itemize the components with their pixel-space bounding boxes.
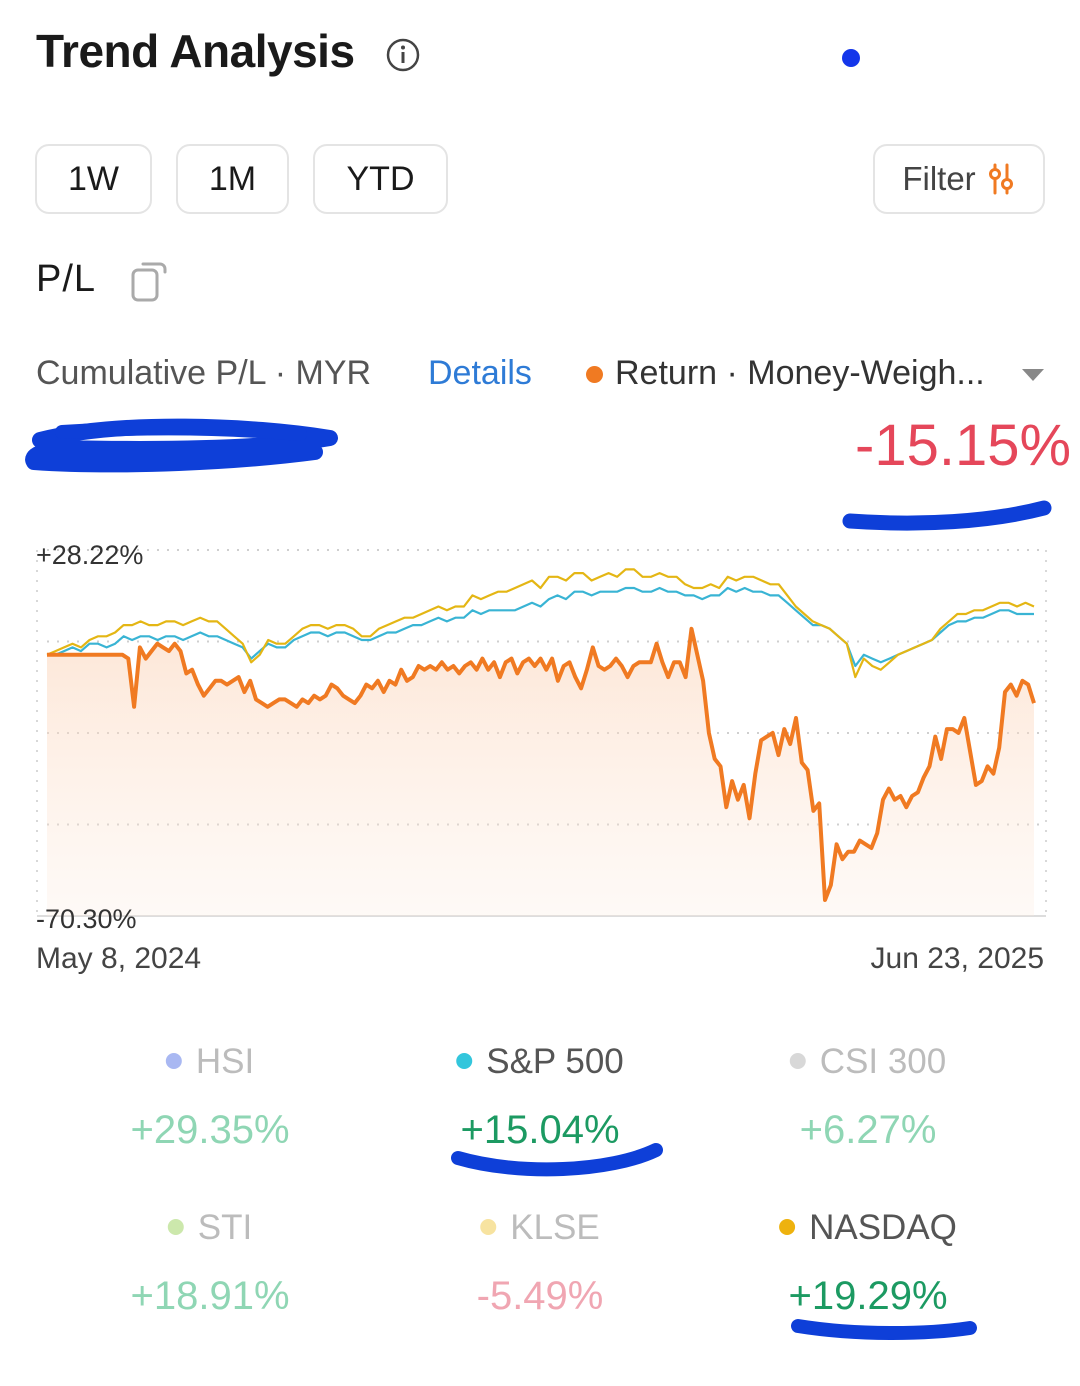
- benchmark-name: NASDAQ: [809, 1208, 957, 1247]
- benchmark-name: KLSE: [510, 1208, 600, 1247]
- benchmark-name: CSI 300: [819, 1042, 947, 1081]
- s-p-500-series-line: [47, 586, 1034, 668]
- benchmark-csi-300[interactable]: CSI 300: [789, 1042, 947, 1082]
- page-title: Trend Analysis: [36, 25, 355, 77]
- return-area: [47, 628, 1034, 916]
- legend-dot: [167, 1218, 184, 1235]
- sliders-icon: [988, 163, 1013, 195]
- y-axis-min-label: -70.30%: [36, 904, 137, 934]
- copy-icon[interactable]: [130, 260, 172, 304]
- cumulative-pl-label: Cumulative P/L · MYR: [36, 354, 372, 392]
- section-label: P/L: [36, 258, 97, 300]
- benchmark-s-p-500[interactable]: S&P 500: [456, 1042, 624, 1082]
- legend-dot: [779, 1218, 796, 1235]
- filter-label: Filter: [902, 160, 976, 197]
- benchmark-klse[interactable]: KLSE: [480, 1208, 600, 1248]
- legend-dot: [789, 1052, 806, 1069]
- benchmark-value: -5.49%: [476, 1274, 604, 1318]
- return-series-line: [47, 626, 1036, 902]
- benchmark-value: +29.35%: [130, 1108, 290, 1152]
- filter-button[interactable]: Filter: [873, 144, 1045, 214]
- y-axis-max-label: +28.22%: [36, 540, 144, 570]
- benchmark-nasdaq[interactable]: NASDAQ: [779, 1208, 957, 1248]
- benchmark-hsi[interactable]: HSI: [165, 1042, 255, 1082]
- status-dot: [842, 49, 860, 67]
- legend-dot: [456, 1052, 473, 1069]
- x-axis-end-label: Jun 23, 2025: [870, 942, 1044, 975]
- period-button-ytd[interactable]: YTD: [313, 144, 448, 214]
- benchmark-name: S&P 500: [486, 1042, 624, 1081]
- benchmark-value: +15.04%: [460, 1108, 620, 1152]
- benchmark-value: +18.91%: [130, 1274, 290, 1318]
- period-button-1w[interactable]: 1W: [35, 144, 152, 214]
- benchmark-value: +19.29%: [788, 1274, 948, 1318]
- benchmark-name: STI: [197, 1208, 253, 1247]
- return-type-selector[interactable]: Return · Money-Weigh...: [615, 354, 985, 392]
- benchmark-name: HSI: [195, 1042, 255, 1081]
- return-value: -15.15%: [855, 413, 1072, 478]
- period-button-1m[interactable]: 1M: [176, 144, 289, 214]
- benchmark-value: +6.27%: [799, 1108, 937, 1152]
- legend-dot: [480, 1218, 497, 1235]
- legend-dot: [165, 1052, 182, 1069]
- benchmark-sti[interactable]: STI: [167, 1208, 253, 1248]
- nasdaq-series-line: [46, 568, 1035, 679]
- x-axis-start-label: May 8, 2024: [36, 942, 202, 975]
- chevron-down-icon[interactable]: [1020, 366, 1046, 384]
- return-series-dot: [586, 366, 603, 383]
- info-icon[interactable]: [386, 38, 420, 72]
- details-link[interactable]: Details: [428, 354, 532, 392]
